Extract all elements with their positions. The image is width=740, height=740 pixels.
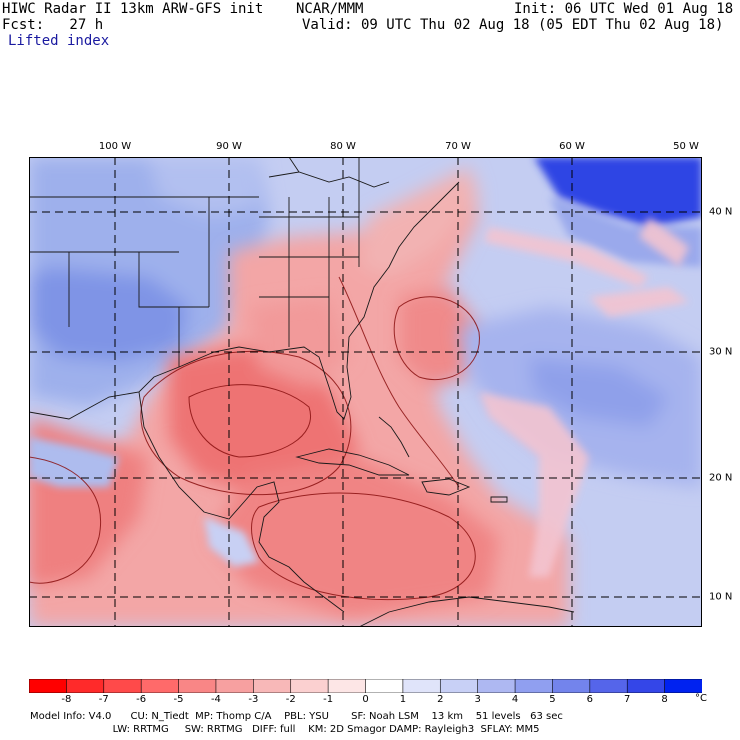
atlantic-streak-3: [639, 217, 689, 267]
contour-atlantic-low: [393, 296, 480, 381]
atlantic-stable-core: [529, 357, 669, 427]
colorbar-tick-label: -2: [285, 694, 296, 705]
colorbar-tick-label: -3: [248, 694, 259, 705]
colorbar-swatch: [589, 679, 629, 693]
central-america-stable: [204, 517, 259, 567]
footer-model-info: Model Info: V4.0 CU: N_Tiedt MP: Thomp C…: [30, 711, 563, 722]
lifted-index-map: [29, 157, 702, 627]
colorbar-tick-label: -4: [210, 694, 221, 705]
us-gulf-coastline: [29, 181, 460, 420]
colorbar-swatch: [290, 679, 329, 693]
very-unstable-atlantic-low: [399, 287, 479, 387]
colorbar-swatch: [327, 679, 367, 693]
south-america-coastline: [358, 596, 575, 627]
header-org: NCAR/MMM: [296, 1, 364, 17]
colorbar-tick-label: 4: [511, 694, 519, 705]
lon-label-60w: 60 W: [559, 141, 585, 152]
colorbar-swatch: [402, 679, 442, 693]
colorbar-tick-label: -8: [61, 694, 72, 705]
header-title: HIWC Radar II 13km ARW-GFS init: [2, 1, 264, 17]
contour-florida-band: [338, 276, 460, 488]
colorbar-tick-label: -6: [136, 694, 147, 705]
colorbar-tick-label: 7: [624, 694, 631, 705]
colorbar-tick-label: -5: [173, 694, 184, 705]
colorbar-swatch: [439, 679, 479, 693]
hispaniola-outline: [421, 478, 471, 496]
lat-label-10n: 10 N: [709, 591, 733, 603]
colorbar-swatch: [514, 679, 554, 693]
footer-physics-info: LW: RRTMG SW: RRTMG DIFF: full KM: 2D Sm…: [30, 724, 540, 735]
lat-label-40n: 40 N: [709, 206, 733, 218]
colorbar-tick-label: -1: [323, 694, 334, 705]
lon-label-90w: 90 W: [216, 141, 242, 152]
colorbar-unit: °C: [695, 693, 707, 704]
atlantic-streak-4: [479, 392, 589, 577]
mexico-stable-pocket: [29, 437, 119, 487]
great-lakes: [268, 157, 390, 188]
colorbar-swatch: [178, 679, 217, 693]
colorbar-swatch: [626, 679, 666, 693]
colorbar-swatch: [140, 679, 180, 693]
cuba-outline: [295, 448, 410, 476]
header-forecast: Fcst: 27 h: [2, 17, 104, 33]
contour-caribbean: [251, 492, 476, 601]
colorbar-tick-label: 1: [399, 694, 407, 705]
atlantic-streak-2: [589, 287, 689, 317]
header-init: Init: 06 UTC Wed 01 Aug 18: [514, 1, 734, 17]
bahamas-outline: [378, 416, 410, 458]
colorbar: [29, 679, 702, 693]
colorbar-swatch: [365, 679, 404, 693]
colorbar-swatch: [29, 679, 68, 693]
header-valid: Valid: 09 UTC Thu 02 Aug 18 (05 EDT Thu …: [302, 17, 724, 33]
upper-midwest-stable: [149, 157, 259, 217]
contour-gulf-inner: [188, 384, 312, 458]
colorbar-swatch: [664, 679, 702, 693]
colorbar-tick-label: 8: [661, 694, 668, 705]
colorbar-tick-label: 3: [474, 694, 481, 705]
northeast-deep-stable: [534, 157, 702, 227]
puerto-rico-outline: [490, 496, 508, 503]
map-frame: [29, 157, 702, 627]
lon-label-50w: 50 W: [673, 141, 699, 152]
colorbar-swatch: [552, 679, 591, 693]
lon-label-80w: 80 W: [330, 141, 356, 152]
lat-label-30n: 30 N: [709, 346, 733, 358]
colorbar-swatch: [215, 679, 255, 693]
very-unstable-southeast: [249, 297, 349, 387]
colorbar-tick-label: 6: [586, 694, 594, 705]
colorbar-swatch: [66, 679, 105, 693]
lon-label-100w: 100 W: [98, 141, 132, 152]
colorbar-tick-label: 2: [437, 694, 444, 705]
lat-label-20n: 20 N: [709, 472, 733, 484]
mexico-coastline: [138, 391, 345, 613]
colorbar-swatch: [253, 679, 292, 693]
colorbar-tick-label: 5: [549, 694, 556, 705]
atlantic-streak-1: [484, 227, 649, 287]
contour-west: [29, 456, 101, 584]
lon-label-70w: 70 W: [445, 141, 471, 152]
colorbar-tick-label: 0: [362, 694, 369, 705]
field-name: Lifted index: [8, 33, 110, 49]
colorbar-swatch: [103, 679, 142, 693]
colorbar-swatch: [477, 679, 516, 693]
colorbar-tick-label: -7: [98, 694, 109, 705]
